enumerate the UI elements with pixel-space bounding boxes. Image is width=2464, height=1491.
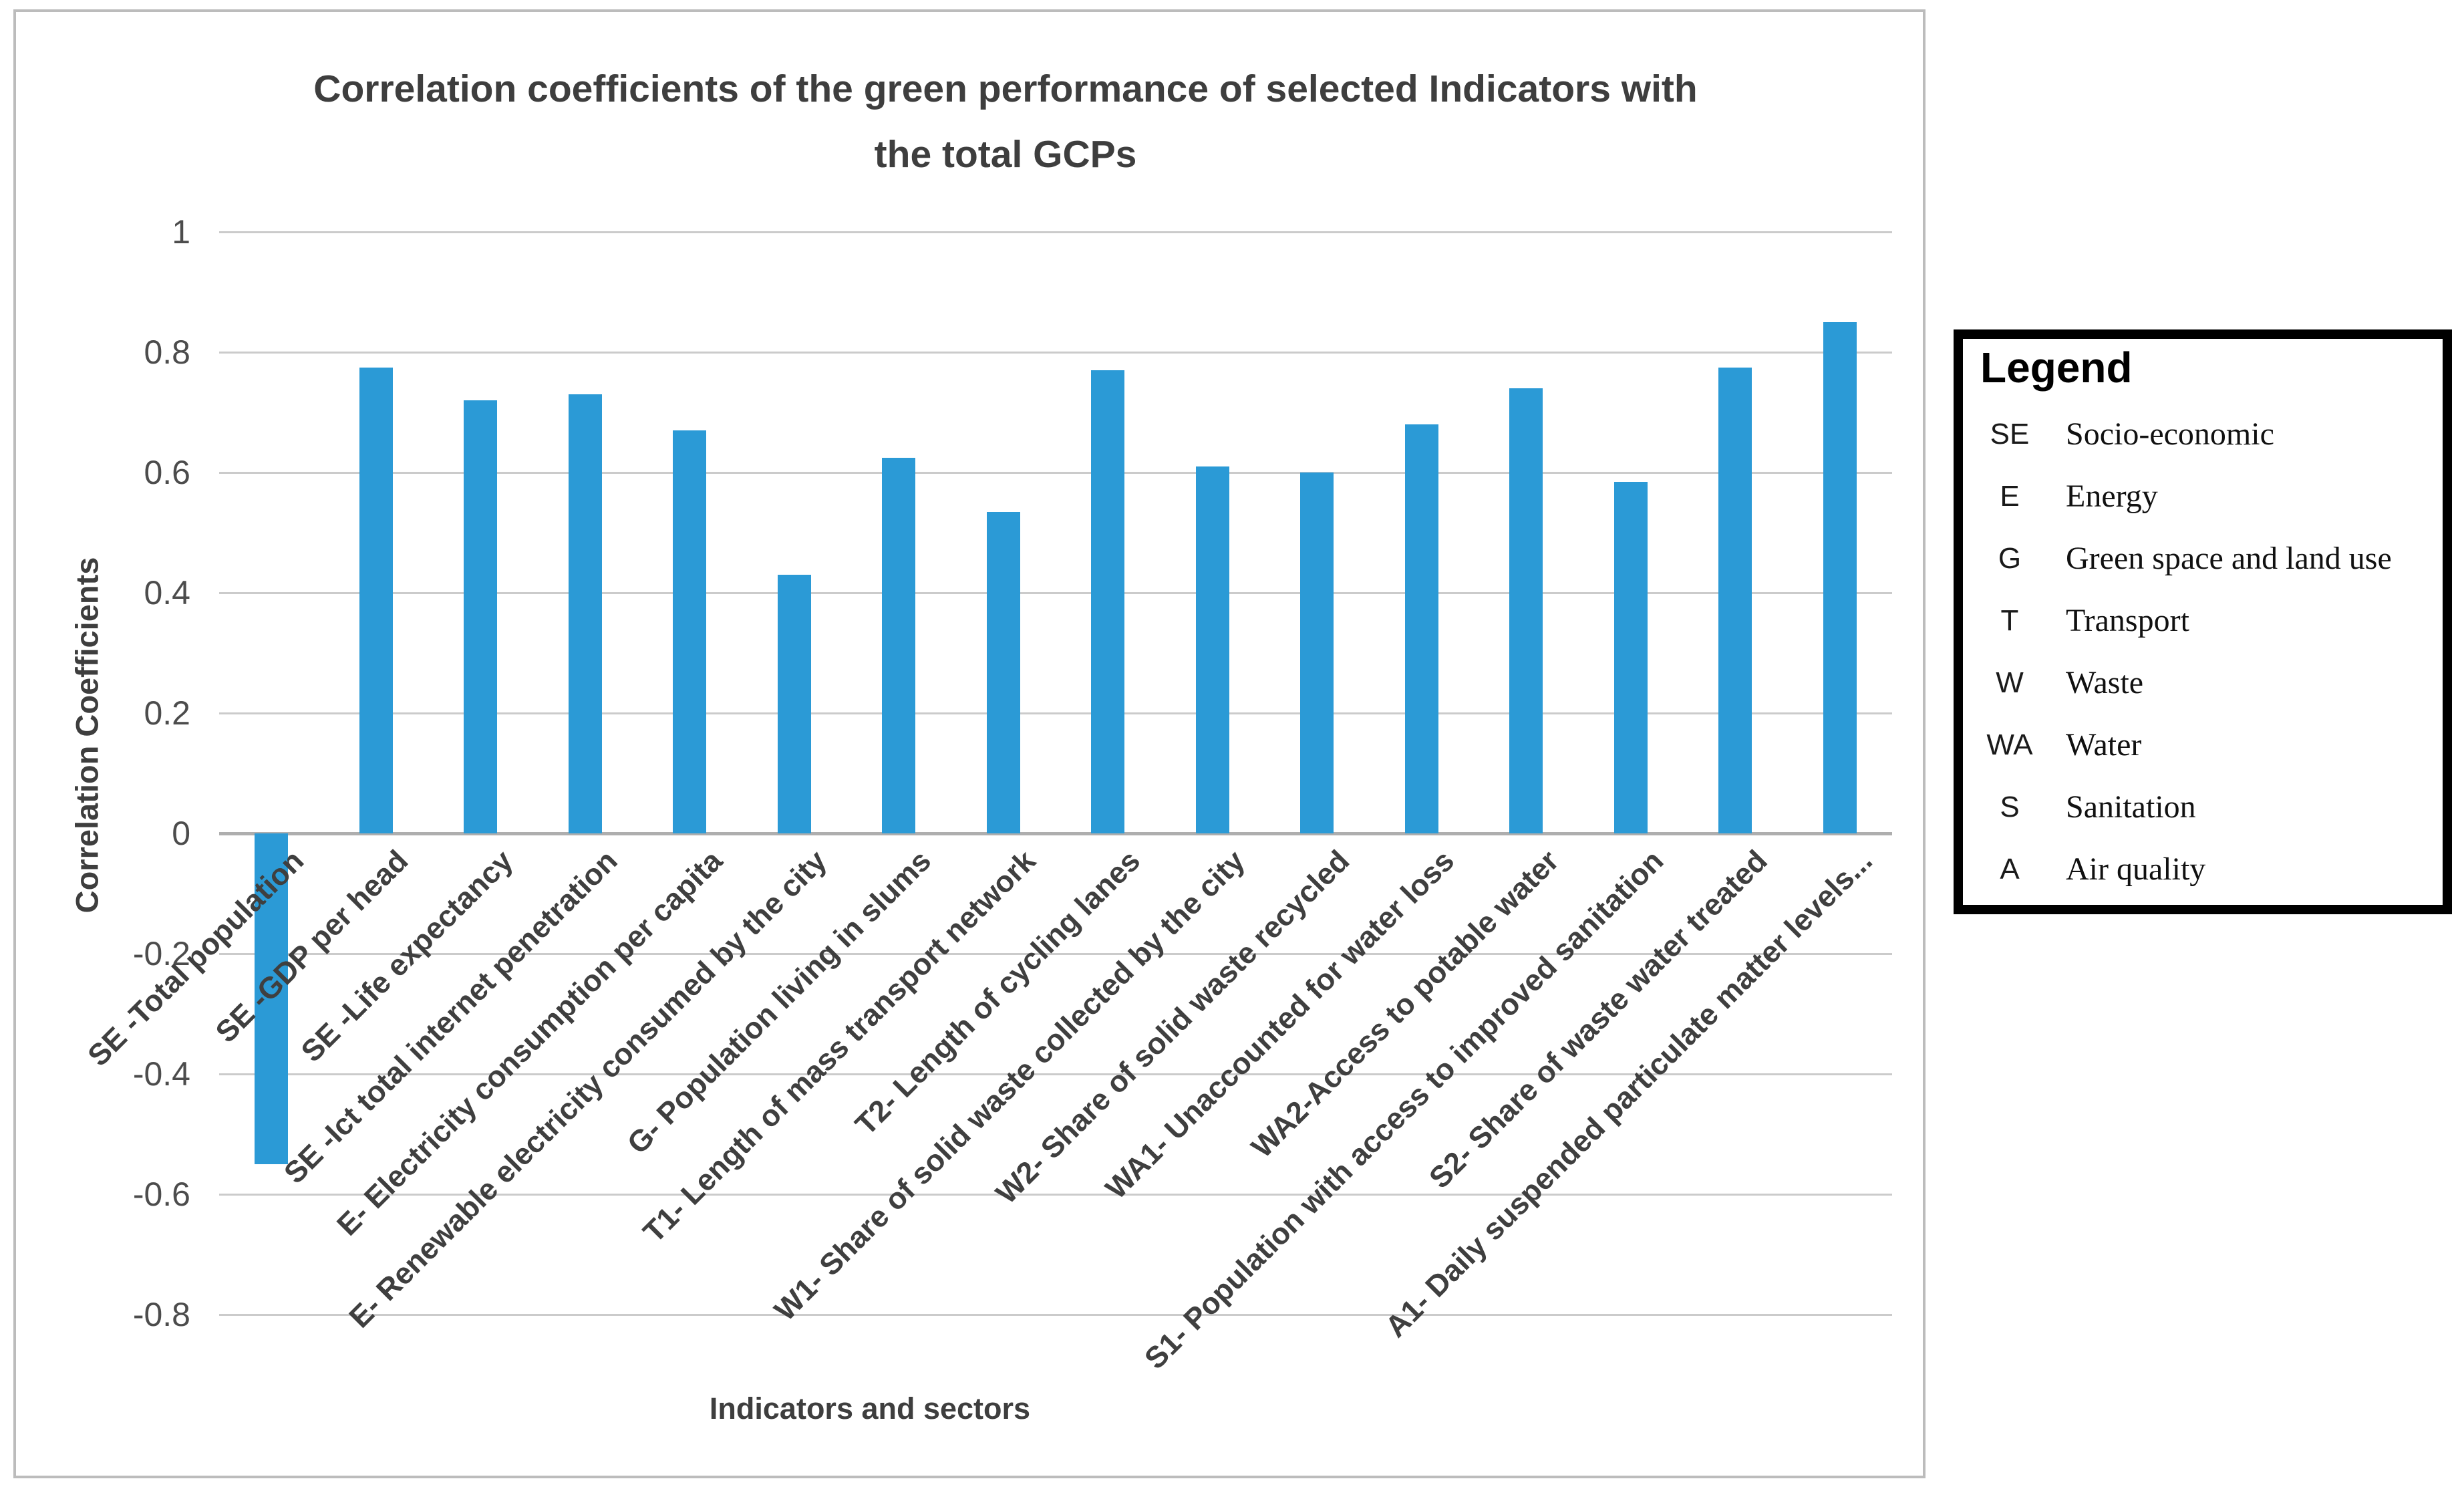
legend-row: G Green space and land use	[1963, 527, 2443, 589]
bar	[568, 394, 602, 833]
legend-abbr: A	[2000, 852, 2020, 886]
chart-title-line1: Correlation coefficients of the green pe…	[313, 67, 1698, 110]
y-tick-label: 0.6	[144, 454, 190, 491]
legend-abbr: S	[2000, 790, 2020, 823]
gridline	[219, 1073, 1892, 1075]
gridline	[219, 1194, 1892, 1196]
bar	[673, 430, 707, 833]
legend-rows: SE Socio-economic E Energy G Green space and …	[1963, 403, 2443, 900]
legend-name: Waste	[2066, 665, 2144, 700]
bar	[1718, 367, 1752, 833]
legend-row: E Energy	[1963, 465, 2443, 527]
chart-title: Correlation coefficients of the green pe…	[220, 56, 1791, 187]
legend-abbr: T	[2000, 603, 2019, 637]
y-tick-label: 0.8	[144, 333, 190, 371]
legend-name: Air quality	[2066, 851, 2206, 887]
bar	[1404, 424, 1438, 833]
legend-name: Socio-economic	[2066, 416, 2274, 452]
legend-name: Green space and land use	[2066, 541, 2392, 576]
gridline	[219, 231, 1892, 233]
gridline	[219, 592, 1892, 594]
gridline	[219, 712, 1892, 714]
bar	[1509, 388, 1543, 833]
y-tick-label: 0.2	[144, 694, 190, 732]
legend-title: Legend	[1980, 344, 2133, 392]
legend-row: A Air quality	[1963, 838, 2443, 900]
bar	[1195, 466, 1229, 833]
legend-box: Legend SE Socio-economic E Energy G Green spa…	[1954, 329, 2452, 914]
bar	[882, 457, 916, 833]
gridline	[219, 953, 1892, 955]
y-tick-label: 1	[172, 213, 190, 251]
legend-abbr: SE	[1990, 417, 2030, 450]
y-tick-label: 0	[172, 815, 190, 852]
bar	[986, 511, 1020, 833]
chart-figure-border	[13, 9, 1926, 1478]
legend-abbr: WA	[1986, 728, 2033, 761]
gridline	[219, 1314, 1892, 1316]
gridline	[219, 472, 1892, 474]
legend-abbr: W	[1996, 666, 2024, 699]
gridline	[219, 352, 1892, 354]
chart-title-line2: the total GCPs	[874, 133, 1137, 176]
legend-abbr: G	[1998, 541, 2022, 575]
legend-name: Water	[2066, 727, 2142, 763]
legend-row: W Waste	[1963, 652, 2443, 714]
bar	[255, 833, 289, 1164]
legend-row: SE Socio-economic	[1963, 403, 2443, 465]
legend-row: S Sanitation	[1963, 776, 2443, 838]
legend-row: T Transport	[1963, 589, 2443, 652]
y-tick-label: 0.4	[144, 574, 190, 612]
bar	[1823, 322, 1857, 833]
bar	[464, 400, 498, 833]
y-tick-label: -0.2	[132, 935, 190, 972]
legend-name: Transport	[2066, 603, 2189, 638]
bar	[777, 575, 811, 833]
bar	[1300, 472, 1334, 833]
bar	[1091, 370, 1125, 833]
zero-gridline	[219, 832, 1892, 835]
y-tick-label: -0.4	[132, 1055, 190, 1093]
legend-abbr: E	[2000, 479, 2020, 513]
bar	[1613, 481, 1648, 833]
legend-name: Energy	[2066, 479, 2158, 514]
y-tick-label: -0.8	[132, 1296, 190, 1333]
y-tick-label: -0.6	[132, 1176, 190, 1213]
x-axis-title: Indicators and sectors	[709, 1391, 1031, 1426]
bar	[359, 367, 393, 833]
legend-name: Sanitation	[2066, 789, 2196, 825]
legend-row: WA Water	[1963, 714, 2443, 776]
